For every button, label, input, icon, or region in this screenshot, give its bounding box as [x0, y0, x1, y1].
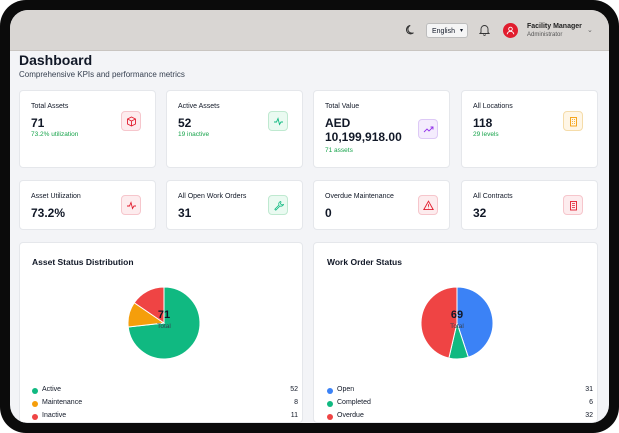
- chart-title: Work Order Status: [327, 257, 402, 267]
- kpi-card-active-assets[interactable]: Active Assets 52 19 inactive: [166, 90, 303, 168]
- wrench-icon: [268, 195, 288, 215]
- legend-count: 32: [585, 412, 593, 419]
- legend-label: Inactive: [42, 412, 67, 419]
- legend-label: Active: [42, 386, 62, 393]
- legend-item-completed: Completed 6: [327, 399, 593, 409]
- kpi-card-asset-utilization[interactable]: Asset Utilization 73.2%: [19, 180, 156, 230]
- work-order-status-pie: 69 Total: [417, 283, 497, 363]
- legend-item-active: Active 52: [32, 386, 298, 396]
- kpi-card-all-contracts[interactable]: All Contracts 32: [461, 180, 598, 230]
- legend-item-open: Open 31: [327, 386, 593, 396]
- moon-icon[interactable]: [405, 24, 417, 36]
- language-value: English: [432, 28, 455, 35]
- kpi-value: 32: [473, 206, 487, 220]
- activity-icon: [268, 111, 288, 131]
- kpi-card-total-assets[interactable]: Total Assets 71 73.2% utilization: [19, 90, 156, 168]
- work-order-status-panel: Work Order Status 69 Total Open 31 Compl…: [313, 242, 598, 423]
- kpi-value: 118: [473, 116, 493, 130]
- asset-status-pie: 71 Total: [124, 283, 204, 363]
- cube-icon: [121, 111, 141, 131]
- user-icon: [506, 26, 515, 35]
- pie-center-label: Total: [157, 323, 171, 330]
- kpi-label: Overdue Maintenance: [325, 193, 394, 200]
- top-bar: English ▾ Facility Manager Administrator…: [10, 10, 609, 51]
- kpi-card-overdue-maintenance[interactable]: Overdue Maintenance 0: [313, 180, 450, 230]
- kpi-card-all-locations[interactable]: All Locations 118 29 levels: [461, 90, 598, 168]
- kpi-card-open-work-orders[interactable]: All Open Work Orders 31: [166, 180, 303, 230]
- kpi-label: All Open Work Orders: [178, 193, 247, 200]
- kpi-value: AED: [325, 116, 351, 130]
- legend-dot: [32, 414, 38, 420]
- legend-item-maintenance: Maintenance 8: [32, 399, 298, 409]
- page-title: Dashboard: [19, 52, 93, 68]
- chevron-down-icon[interactable]: ⌄: [587, 27, 593, 34]
- legend-dot: [327, 401, 333, 407]
- user-role: Administrator: [527, 32, 563, 38]
- legend-count: 8: [294, 399, 298, 406]
- legend-count: 6: [589, 399, 593, 406]
- kpi-value: 10,199,918.00: [325, 130, 402, 144]
- asset-status-panel: Asset Status Distribution 71 Total Activ…: [19, 242, 303, 423]
- pie-center-label: Total: [450, 323, 464, 330]
- pie-center-value: 71: [157, 309, 171, 321]
- pie-slice-overdue[interactable]: [420, 286, 458, 359]
- legend-label: Completed: [337, 399, 371, 406]
- app-screen: English ▾ Facility Manager Administrator…: [10, 10, 609, 423]
- kpi-card-total-value[interactable]: Total Value AED 10,199,918.00 71 assets: [313, 90, 450, 168]
- kpi-value: 52: [178, 116, 192, 130]
- legend-dot: [327, 388, 333, 394]
- legend-label: Open: [337, 386, 355, 393]
- legend-dot: [32, 401, 38, 407]
- kpi-label: All Locations: [473, 103, 513, 110]
- contract-icon: [563, 195, 583, 215]
- legend-item-overdue: Overdue 32: [327, 412, 593, 422]
- kpi-sub: 29 levels: [473, 131, 499, 138]
- kpi-value: 73.2%: [31, 206, 66, 220]
- kpi-label: Total Assets: [31, 103, 69, 110]
- kpi-sub: 71 assets: [325, 147, 353, 154]
- bell-icon[interactable]: [479, 24, 490, 36]
- legend-item-inactive: Inactive 11: [32, 412, 298, 422]
- avatar[interactable]: [503, 23, 518, 38]
- kpi-label: All Contracts: [473, 193, 513, 200]
- chart-title: Asset Status Distribution: [32, 257, 134, 267]
- kpi-label: Asset Utilization: [31, 193, 81, 200]
- language-select[interactable]: English ▾: [426, 23, 468, 38]
- pie-slice-inactive[interactable]: [133, 286, 165, 324]
- kpi-value: 0: [325, 206, 332, 220]
- legend-label: Overdue: [337, 412, 364, 419]
- kpi-sub: 73.2% utilization: [31, 131, 79, 138]
- legend-count: 11: [290, 412, 298, 419]
- legend-label: Maintenance: [42, 399, 83, 406]
- legend-dot: [32, 388, 38, 394]
- kpi-sub: 19 inactive: [178, 131, 210, 138]
- user-name[interactable]: Facility Manager: [527, 23, 582, 30]
- pulse-icon: [121, 195, 141, 215]
- legend-count: 31: [585, 386, 593, 393]
- pie-slice-open[interactable]: [456, 286, 494, 358]
- building-icon: [563, 111, 583, 131]
- warning-icon: [418, 195, 438, 215]
- legend-dot: [327, 414, 333, 420]
- kpi-label: Active Assets: [178, 103, 220, 110]
- chevron-down-icon: ▾: [459, 28, 463, 34]
- pie-center-value: 69: [450, 309, 464, 321]
- pie-chart: [420, 286, 494, 360]
- legend-count: 52: [290, 386, 298, 393]
- page-subtitle: Comprehensive KPIs and performance metri…: [19, 70, 185, 79]
- kpi-label: Total Value: [325, 103, 360, 110]
- trending-up-icon: [418, 119, 438, 139]
- kpi-value: 71: [31, 116, 45, 130]
- pie-chart: [127, 286, 201, 360]
- kpi-value: 31: [178, 206, 192, 220]
